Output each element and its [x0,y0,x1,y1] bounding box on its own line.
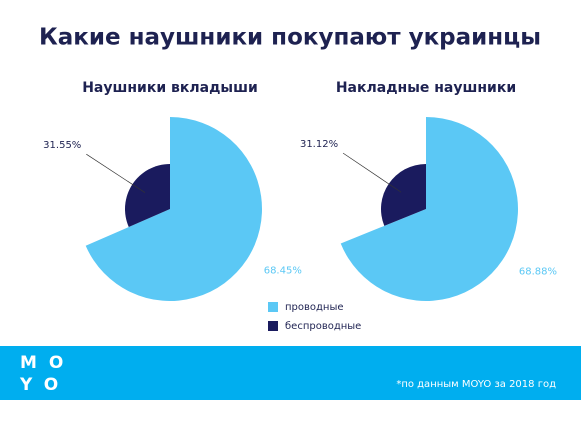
legend-label: проводные [285,302,344,313]
legend-swatch [268,302,278,312]
leader-line [86,153,146,193]
pie-slice [380,164,426,226]
logo-row: YO [19,375,70,395]
logo-row: MO [20,353,75,373]
chart-title: Наушники вкладыши [82,80,258,96]
value-label: 68.88% [519,267,557,278]
pie-slice [124,164,170,228]
page-title: Какие наушники покупают украинцы [39,25,541,51]
value-label: 68.45% [264,265,302,276]
pie-slice [85,117,262,301]
footer-band [0,346,581,400]
value-label: 31.12% [300,139,338,150]
leader-line [342,152,402,193]
legend-label: беспроводные [285,321,361,332]
chart-title: Накладные наушники [336,80,516,96]
value-label: 31.55% [43,140,81,151]
legend-swatch [268,321,278,331]
pie-slice [340,117,518,301]
footnote: *по данным MOYO за 2018 год [396,379,556,390]
